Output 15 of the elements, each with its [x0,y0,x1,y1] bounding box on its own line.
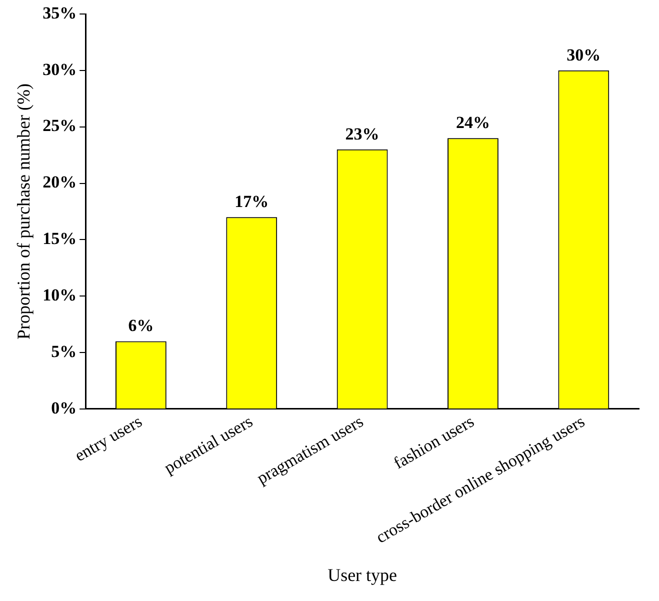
y-axis-title: Proportion of purchase number (%) [14,84,34,340]
y-tick-label: 5% [51,342,77,361]
data-label: 23% [345,124,380,144]
y-tick-label: 15% [42,229,77,248]
data-label: 6% [128,316,154,336]
data-label: 17% [234,192,269,212]
y-tick-label: 35% [42,3,77,22]
x-axis-title: User type [328,564,398,585]
y-tick-label: 20% [42,172,77,192]
y-tick-label: 0% [51,398,77,418]
data-label: 30% [566,45,601,64]
data-label: 24% [456,113,490,132]
y-tick-label: 25% [42,116,77,136]
y-tick-label: 10% [42,286,77,305]
y-tick-label: 30% [42,60,77,79]
